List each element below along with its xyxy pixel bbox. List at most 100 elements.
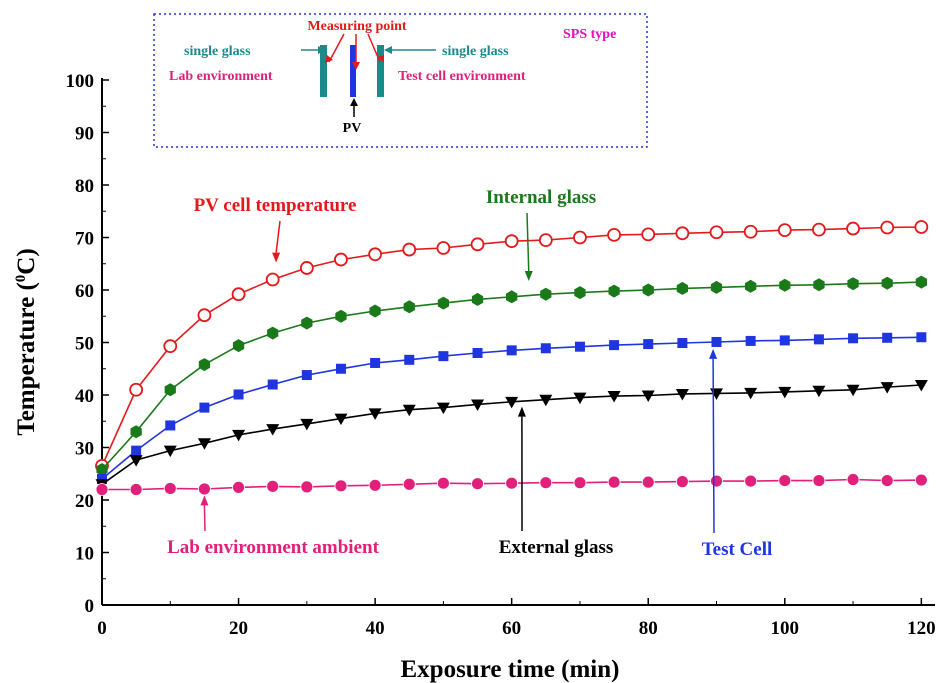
data-point xyxy=(199,402,210,413)
data-point xyxy=(504,234,519,249)
y-axis-title-sup: 0 xyxy=(13,275,29,283)
data-point xyxy=(573,230,587,245)
data-point xyxy=(165,420,176,431)
y-tick-label: 50 xyxy=(75,334,94,355)
data-point xyxy=(778,474,792,487)
data-point xyxy=(471,292,484,306)
series-internal-glass xyxy=(96,275,927,476)
data-point xyxy=(777,223,792,238)
data-point xyxy=(573,476,587,490)
data-point xyxy=(232,339,245,353)
data-point xyxy=(368,247,383,262)
data-point xyxy=(267,326,279,340)
x-tick-label: 100 xyxy=(771,618,800,639)
data-point xyxy=(607,475,621,489)
data-point xyxy=(334,479,348,493)
data-point xyxy=(846,473,860,486)
annotation-arrow-line xyxy=(203,505,206,532)
data-point xyxy=(609,340,620,351)
data-point xyxy=(197,308,212,323)
data-point xyxy=(436,241,451,255)
data-point xyxy=(538,233,553,248)
x-tick-label: 40 xyxy=(366,618,385,639)
data-point xyxy=(848,333,859,344)
y-tick-label: 100 xyxy=(66,71,95,92)
data-point xyxy=(334,252,348,267)
data-point xyxy=(163,482,177,495)
arrowhead-measure-left-icon xyxy=(325,55,333,63)
annotation-arrowhead-icon xyxy=(272,252,281,263)
data-point xyxy=(643,339,654,350)
y-axis-title-tail: C) xyxy=(13,248,40,274)
data-point xyxy=(300,480,314,494)
data-point xyxy=(607,391,621,403)
data-point xyxy=(505,476,519,490)
data-point xyxy=(710,474,723,488)
data-point xyxy=(129,455,143,467)
anno-external-glass: External glass xyxy=(499,537,614,558)
data-point xyxy=(335,363,346,374)
annotation-arrow-line xyxy=(712,358,715,534)
data-point xyxy=(506,345,517,356)
data-point xyxy=(472,348,483,358)
data-point xyxy=(335,309,347,323)
anno-test-cell: Test Cell xyxy=(702,539,773,560)
data-point xyxy=(402,404,416,417)
data-point xyxy=(642,283,654,297)
data-point xyxy=(846,384,860,397)
data-point xyxy=(437,296,449,310)
data-point xyxy=(97,474,107,484)
y-tick-label: 0 xyxy=(85,596,95,617)
data-point xyxy=(299,261,314,275)
data-point xyxy=(198,482,211,496)
data-point xyxy=(197,438,211,450)
data-point xyxy=(675,388,689,401)
data-point xyxy=(368,408,382,420)
x-tick-label: 80 xyxy=(639,618,658,639)
arrow-measure-left-icon xyxy=(328,33,345,63)
data-point xyxy=(743,224,758,239)
data-point xyxy=(608,284,620,298)
data-point xyxy=(231,287,246,302)
y-tick-label: 90 xyxy=(75,124,94,145)
right-glass-pane xyxy=(377,45,384,97)
data-point xyxy=(402,242,417,257)
data-point xyxy=(164,383,176,397)
data-point xyxy=(880,382,894,394)
data-point xyxy=(368,478,382,492)
arrowhead-right-glass-icon xyxy=(384,46,392,54)
data-point xyxy=(677,338,688,349)
annotation-arrowhead-icon xyxy=(517,406,526,417)
data-point xyxy=(675,475,689,489)
data-point xyxy=(744,474,758,488)
x-tick-label: 0 xyxy=(97,618,107,639)
data-point xyxy=(505,396,519,409)
annotation-arrowhead-icon xyxy=(200,495,209,506)
data-point xyxy=(676,281,688,295)
data-point xyxy=(710,280,723,294)
data-point xyxy=(129,483,143,496)
data-point xyxy=(641,227,656,242)
data-point xyxy=(812,474,826,487)
y-tick-label: 10 xyxy=(75,544,94,565)
data-point xyxy=(812,222,826,237)
data-point xyxy=(266,479,280,493)
y-tick-label: 80 xyxy=(75,176,94,197)
arrowhead-left-glass-icon xyxy=(318,46,326,54)
data-point xyxy=(403,300,415,314)
data-point xyxy=(778,386,792,399)
data-point xyxy=(880,474,894,487)
single-glass-right-label: single glass xyxy=(442,44,509,59)
test-cell-environment-label: Test cell environment xyxy=(398,69,526,84)
data-point xyxy=(880,220,895,235)
data-point xyxy=(846,221,860,236)
data-point xyxy=(267,379,278,390)
pv-label: PV xyxy=(343,121,362,136)
annotation-layer: PV cell temperature Internal glass Exter… xyxy=(167,187,772,560)
data-point xyxy=(574,286,586,300)
y-tick-label: 40 xyxy=(75,386,94,407)
x-axis-title: Exposure time (min) xyxy=(401,656,620,683)
data-point xyxy=(232,480,245,494)
arrowhead-measure-right-icon xyxy=(378,55,384,63)
data-point xyxy=(711,336,722,347)
